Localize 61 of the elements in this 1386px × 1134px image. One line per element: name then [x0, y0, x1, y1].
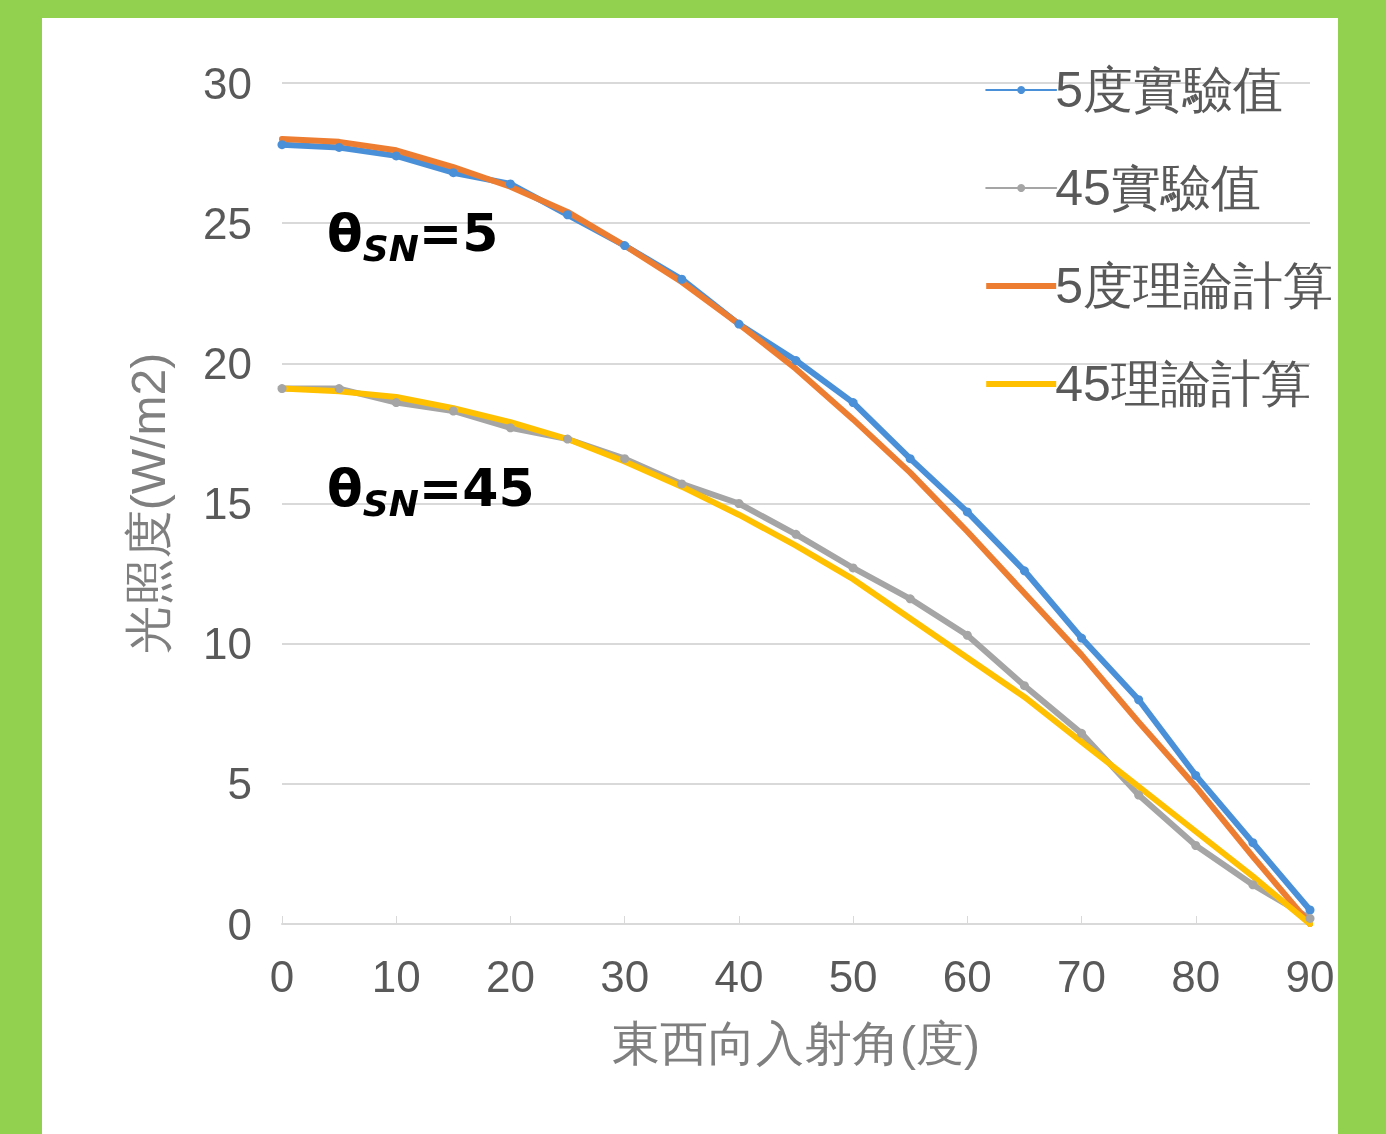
y-axis-title: 光照度(W/m2) — [121, 352, 175, 655]
y-tick-label: 30 — [203, 58, 252, 108]
point — [334, 384, 344, 394]
point — [734, 499, 744, 508]
y-tick-label: 10 — [203, 619, 252, 669]
point — [1134, 790, 1144, 800]
point — [1248, 880, 1258, 890]
point — [1248, 838, 1258, 848]
point — [848, 563, 858, 573]
point — [1191, 770, 1201, 780]
legend-label: 45實驗值 — [1055, 160, 1261, 216]
point — [1077, 633, 1087, 643]
point — [448, 168, 458, 178]
legend-label: 5度實驗值 — [1055, 62, 1283, 118]
point — [848, 398, 858, 408]
point — [1134, 695, 1144, 705]
y-tick-label: 25 — [203, 198, 252, 248]
point — [620, 241, 630, 251]
legend-label: 5度理論計算 — [1055, 258, 1333, 314]
point — [1305, 905, 1315, 915]
point — [791, 356, 801, 366]
point — [677, 479, 687, 489]
point — [791, 529, 801, 539]
point — [563, 434, 573, 444]
x-axis-title: 東西向入射角(度) — [612, 1016, 980, 1070]
x-tick-label: 70 — [1057, 951, 1107, 1001]
point — [1019, 566, 1029, 576]
point — [620, 454, 630, 464]
point — [1305, 913, 1315, 923]
point — [277, 140, 287, 150]
point — [962, 630, 972, 640]
x-tick-label: 50 — [828, 951, 878, 1001]
point — [1077, 728, 1087, 738]
point — [1191, 841, 1201, 850]
point — [1019, 681, 1029, 691]
point — [962, 507, 972, 517]
y-tick-label: 15 — [203, 479, 252, 528]
x-tick-label: 0 — [269, 951, 295, 1001]
x-tick-label: 40 — [714, 951, 764, 1001]
point — [734, 319, 744, 329]
x-tick-label: 30 — [600, 951, 650, 1001]
point — [391, 151, 401, 161]
x-tick-label: 60 — [942, 951, 992, 1001]
point — [334, 142, 344, 152]
x-tick-label: 80 — [1171, 951, 1221, 1001]
point — [505, 179, 515, 189]
point — [391, 398, 401, 408]
point — [563, 210, 573, 220]
point — [448, 406, 458, 416]
point — [905, 454, 915, 464]
y-tick-label: 20 — [203, 338, 252, 388]
x-tick-label: 10 — [371, 951, 421, 1001]
point — [905, 594, 915, 604]
point — [505, 423, 515, 433]
y-tick-label: 0 — [227, 899, 252, 949]
y-tick-label: 5 — [227, 759, 252, 809]
x-tick-label: 90 — [1285, 951, 1335, 1001]
point — [677, 274, 687, 284]
point — [277, 384, 287, 394]
x-tick-label: 20 — [485, 951, 535, 1001]
legend-label: 45理論計算 — [1055, 356, 1311, 412]
